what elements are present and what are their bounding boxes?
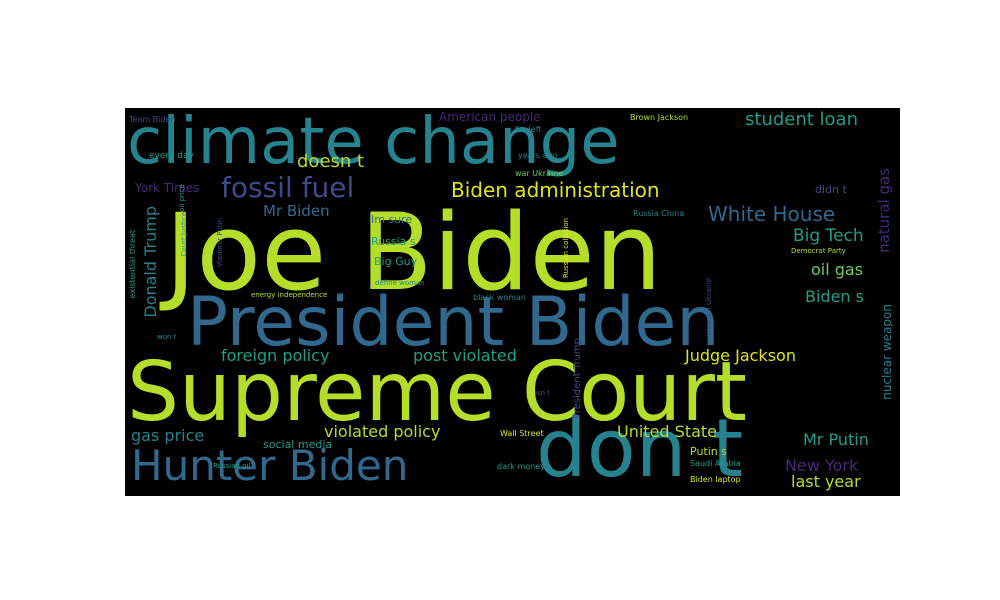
word-wall-street: Wall Street [500,429,544,438]
word-war-ukraine: war Ukraine [515,169,564,178]
word-brown-jackson: Brown Jackson [630,113,689,122]
word-years-ago: years ago [518,151,558,160]
word-court-justice: Court Justice [180,212,188,257]
word-fossil-fuel: fossil fuel [221,171,355,204]
word-define-woman: define woman [375,279,425,287]
word-mr-biden: Mr Biden [263,202,330,220]
word-im-sure: Im sure [371,213,413,226]
word-joe-biden: Joe Biden [165,191,662,314]
word-new-york: New York [785,456,859,475]
word-didnt: didn t [815,183,847,196]
word-oil-gas: oil gas [811,260,864,279]
word-hunter-biden: Hunter Biden [131,441,409,490]
word-big-guy: Big Guy [374,255,418,268]
word-democrat-party: Democrat Party [791,247,846,255]
word-white-house: White House [708,202,836,226]
word-black-woman: black woman [473,293,526,302]
word-russia-china: Russia China [633,209,685,218]
word-president-trump: President Trump [572,338,583,420]
word-violated-policy: violated policy [324,422,441,441]
word-bidens: Biden s [805,287,864,306]
word-doesnt: doesn t [297,151,365,172]
word-isnt: isn t [535,389,550,397]
word-post-violated: post violated [413,346,517,365]
word-climate-change: climate change [127,108,620,179]
word-natural-gas: natural gas [875,168,893,253]
word-biden-laptop: Biden laptop [690,475,741,484]
word-dark-money: dark money [497,462,545,471]
word-russian-oil: Russian oil [213,462,251,470]
word-foreign-policy: foreign policy [221,346,330,365]
word-existential-threat: existential threat [128,230,137,299]
word-president-biden: President Biden [187,283,720,362]
word-nuclear-weapon: nuclear weapon [880,304,894,400]
word-gas-price: gas price [131,426,205,445]
word-judge-jackson: Judge Jackson [685,346,796,365]
word-energy-independence: energy independence [251,291,328,299]
word-social-media: social media [263,438,333,451]
word-vladimir-putin: Vladimir Putin [216,218,224,267]
word-russian-collusion: Russian collusion [562,218,570,278]
word-student-loan: student loan [745,109,858,130]
word-every-day: every day [149,151,194,161]
word-wont: won t [157,333,177,341]
word-supreme-court: Supreme Court [127,345,748,440]
word-far-left: far left [515,125,542,134]
word-cloud: climate change Joe Biden President Biden… [125,108,900,496]
word-saudi-arabia: Saudi Arabia [690,459,741,468]
word-putins: Putin s [690,445,727,458]
word-oil-price: oil price [178,184,186,212]
word-dont: don t [536,402,744,495]
word-last-year: last year [791,472,861,491]
word-mr-putin: Mr Putin [803,430,869,449]
word-russias: Russia s [371,235,416,248]
word-united-state: United State [617,422,718,441]
word-biden-administration: Biden administration [451,178,660,202]
word-donald-trump: Donald Trump [141,206,160,318]
word-american-people: American people [439,110,541,124]
word-big-tech: Big Tech [793,226,864,246]
word-team-biden: Team Biden [129,115,176,124]
word-invasion-ukraine: invasion Ukraine [705,278,713,337]
word-york-times: York Times [135,181,200,195]
